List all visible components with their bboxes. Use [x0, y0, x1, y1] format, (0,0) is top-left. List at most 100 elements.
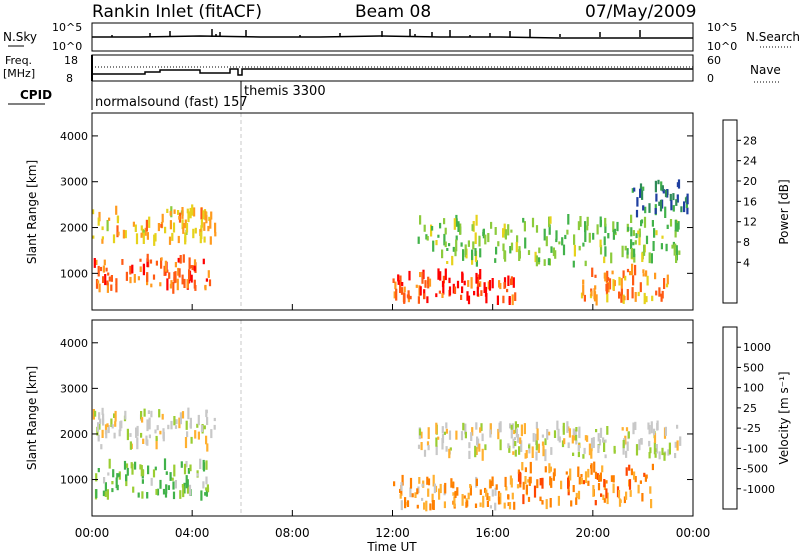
- scatter-cell: [163, 458, 167, 470]
- velocity-scatter: [92, 407, 682, 512]
- scatter-cell: [590, 447, 593, 459]
- scatter-cell: [599, 427, 603, 438]
- scatter-cell: [641, 493, 644, 502]
- scatter-cell: [169, 220, 172, 230]
- scatter-cell: [200, 425, 204, 432]
- scatter-cell: [675, 199, 678, 206]
- scatter-cell: [453, 286, 457, 294]
- scatter-cell: [419, 215, 422, 225]
- scatter-cell: [95, 279, 99, 289]
- scatter-cell: [621, 245, 624, 258]
- scatter-cell: [672, 193, 675, 201]
- scatter-cell: [640, 438, 643, 445]
- scatter-cell: [624, 275, 627, 281]
- scatter-cell: [431, 226, 434, 231]
- scatter-cell: [481, 433, 484, 442]
- scatter-cell: [141, 491, 144, 499]
- scatter-cell: [110, 284, 113, 291]
- scatter-cell: [453, 496, 456, 508]
- scatter-cell: [121, 259, 124, 265]
- colorbar-tick-label: 12: [743, 216, 757, 229]
- scatter-cell: [633, 248, 636, 258]
- scatter-cell: [582, 454, 585, 459]
- scatter-cell: [627, 431, 630, 439]
- x-axis-label: Time UT: [366, 540, 417, 554]
- scatter-cell: [175, 419, 178, 425]
- scatter-cell: [613, 280, 616, 287]
- nsearch-label: N.Search: [746, 30, 800, 44]
- scatter-cell: [592, 232, 595, 240]
- scatter-cell: [433, 483, 436, 494]
- scatter-cell: [625, 491, 628, 500]
- scatter-cell: [110, 418, 113, 427]
- scatter-cell: [675, 249, 678, 261]
- scatter-cell: [525, 485, 528, 494]
- scatter-cell: [454, 248, 457, 257]
- scatter-cell: [194, 430, 197, 439]
- scatter-cell: [653, 433, 657, 444]
- scatter-cell: [137, 492, 140, 498]
- scatter-cell: [578, 426, 581, 439]
- scatter-cell: [516, 424, 519, 428]
- x-tick-label: 04:00: [175, 526, 210, 540]
- nsky-tick-high: 10^5: [52, 21, 82, 34]
- scatter-cell: [188, 484, 192, 496]
- scatter-cell: [159, 282, 162, 287]
- scatter-cell: [638, 233, 641, 246]
- scatter-cell: [147, 465, 150, 475]
- scatter-cell: [599, 239, 602, 248]
- scatter-cell: [499, 283, 502, 290]
- nsearch-tick-low: 10^0: [707, 40, 737, 53]
- scatter-cell: [457, 221, 460, 232]
- scatter-cell: [594, 471, 598, 479]
- scatter-cell: [655, 444, 658, 454]
- scatter-cell: [586, 216, 589, 226]
- scatter-cell: [146, 272, 149, 282]
- scatter-cell: [586, 435, 589, 442]
- scatter-cell: [169, 210, 172, 216]
- scatter-cell: [140, 411, 143, 420]
- colorbar-tick-label: 28: [743, 134, 757, 147]
- scatter-cell: [420, 442, 423, 451]
- scatter-cell: [481, 448, 484, 461]
- scatter-cell: [535, 451, 538, 461]
- scatter-cell: [104, 491, 107, 497]
- scatter-cell: [474, 248, 477, 256]
- scatter-cell: [502, 243, 505, 252]
- scatter-cell: [131, 463, 134, 475]
- nave-label: Nave: [750, 63, 781, 77]
- colorbar-tick-label: 8: [743, 236, 750, 249]
- scatter-cell: [626, 248, 629, 255]
- scatter-cell: [572, 260, 575, 268]
- y-tick-label: 3000: [60, 382, 88, 395]
- scatter-cell: [604, 454, 607, 459]
- scatter-cell: [602, 437, 605, 443]
- scatter-cell: [414, 492, 417, 498]
- scatter-cell: [415, 284, 418, 288]
- scatter-cell: [182, 223, 186, 229]
- scatter-cell: [655, 193, 658, 202]
- scatter-cell: [603, 479, 606, 488]
- scatter-cell: [499, 492, 502, 505]
- scatter-cell: [419, 272, 422, 278]
- scatter-cell: [674, 219, 677, 232]
- scatter-cell: [586, 225, 589, 231]
- scatter-cell: [595, 429, 598, 433]
- scatter-cell: [618, 276, 621, 286]
- scatter-cell: [654, 272, 657, 280]
- x-axis: 00:00 04:00 08:00 12:00 16:00 20:00 00:00: [75, 304, 710, 540]
- scatter-cell: [590, 288, 593, 293]
- scatter-cell: [441, 293, 444, 298]
- scatter-cell: [395, 288, 398, 301]
- velocity-colorbar: 1000 500 100 25 -25 -100 -500 -1000: [722, 326, 775, 510]
- scatter-cell: [634, 240, 637, 245]
- scatter-cell: [507, 443, 510, 449]
- scatter-cell: [579, 216, 582, 227]
- scatter-cell: [435, 293, 438, 298]
- scatter-cell: [157, 223, 160, 232]
- scatter-cell: [651, 463, 654, 471]
- scatter-cell: [142, 229, 145, 233]
- scatter-cell: [603, 498, 606, 503]
- scatter-cell: [648, 203, 651, 213]
